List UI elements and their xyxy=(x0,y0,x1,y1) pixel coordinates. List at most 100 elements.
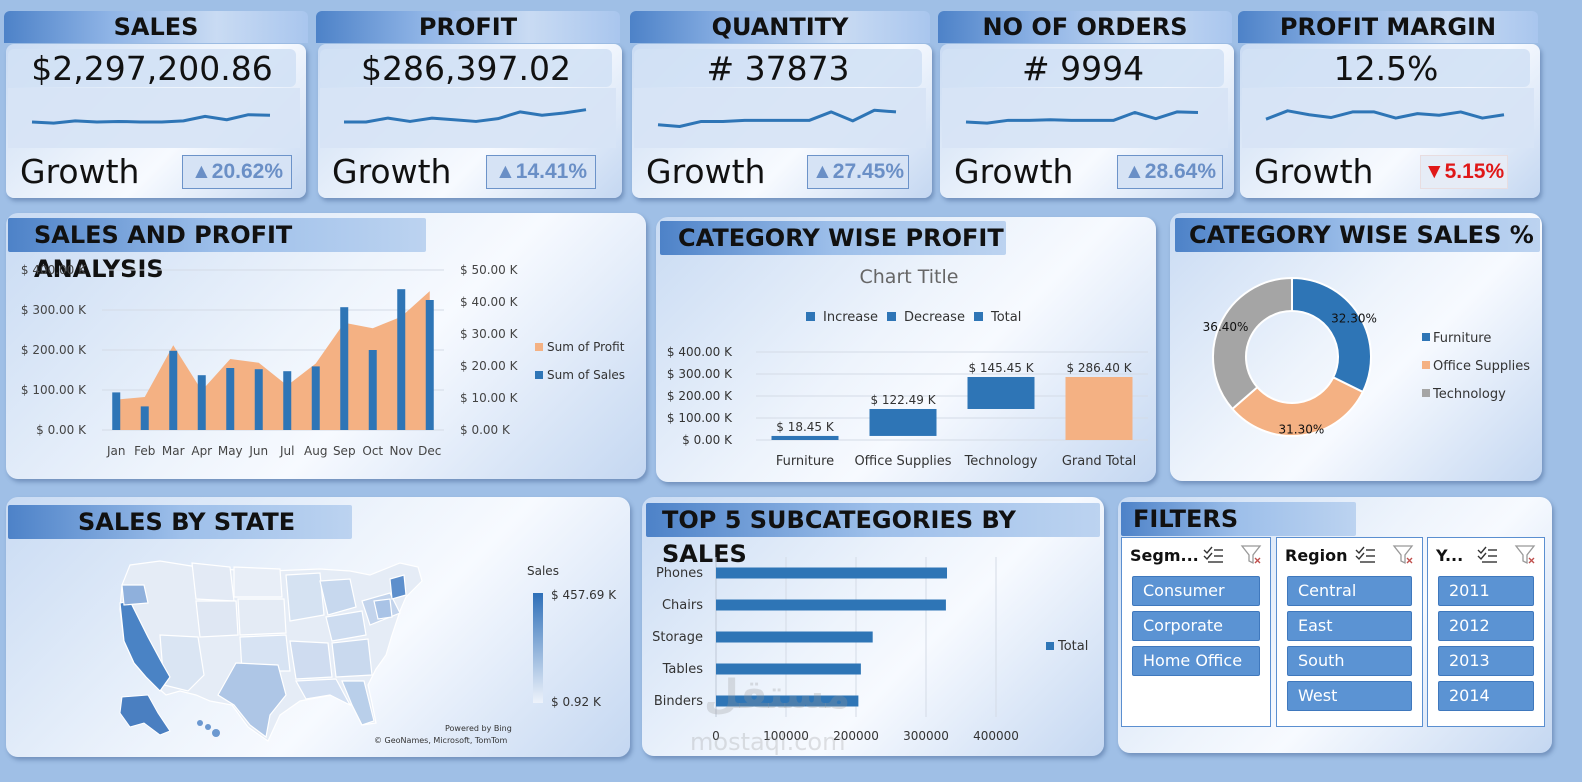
watermark-arabic: مستقل xyxy=(704,672,851,718)
legend-label: Decrease xyxy=(904,310,965,325)
kpi-title: PROFIT xyxy=(316,11,620,43)
multi-select-icon[interactable] xyxy=(1476,546,1498,569)
legend-swatch xyxy=(1046,642,1054,650)
legend-label: Furniture xyxy=(1433,331,1491,346)
month-label: Jun xyxy=(248,444,268,458)
slicer-item[interactable]: 2013 xyxy=(1438,646,1534,676)
right-axis-tick: $ 50.00 K xyxy=(460,263,519,277)
right-axis-tick: $ 20.00 K xyxy=(460,359,519,373)
subcategory-bar xyxy=(716,663,861,675)
category-label: Furniture xyxy=(776,454,834,469)
subcategory-label: Chairs xyxy=(662,598,703,613)
watermark-latin: mostaql.com xyxy=(690,728,846,756)
slice-label: 31.30% xyxy=(1278,422,1324,436)
multi-select-icon[interactable] xyxy=(1202,546,1224,569)
kpi-growth-label: Growth xyxy=(954,152,1074,191)
sales-bar xyxy=(340,307,349,430)
map-legend-min: $ 0.92 K xyxy=(551,695,601,709)
data-label: $ 286.40 K xyxy=(1066,361,1132,375)
month-label: Oct xyxy=(362,444,383,458)
subcategory-bar xyxy=(716,631,873,643)
data-label: $ 145.45 K xyxy=(968,361,1034,375)
right-axis-tick: $ 30.00 K xyxy=(460,327,519,341)
sales-bar xyxy=(197,375,206,430)
x-axis-tick: 0 xyxy=(712,729,720,743)
month-label: Nov xyxy=(390,444,413,458)
waterfall-bar xyxy=(771,435,839,440)
waterfall-bar xyxy=(869,408,937,436)
legend-swatch xyxy=(806,312,815,321)
sales-bar xyxy=(226,368,235,430)
month-label: Jul xyxy=(279,444,294,458)
map-legend-gradient xyxy=(533,593,543,703)
clear-filter-icon[interactable] xyxy=(1392,544,1416,571)
left-axis-tick: $ 200.00 K xyxy=(21,343,87,357)
category-label: Technology xyxy=(964,454,1038,469)
left-axis-tick: $ 300.00 K xyxy=(21,303,87,317)
kpi-growth-badge: ▲14.41% xyxy=(486,155,596,189)
y-axis-tick: $ 300.00 K xyxy=(667,367,733,381)
month-label: Mar xyxy=(162,444,185,458)
kpi-growth-label: Growth xyxy=(646,152,766,191)
x-axis-tick: 200000 xyxy=(833,729,879,743)
slicer-item[interactable]: Consumer xyxy=(1132,576,1260,606)
x-axis-tick: 300000 xyxy=(903,729,949,743)
sparkline-line xyxy=(965,110,1199,125)
us-map[interactable] xyxy=(100,545,440,745)
month-label: Aug xyxy=(304,444,327,458)
alaska-shape xyxy=(119,694,171,736)
sales-bar xyxy=(140,406,149,430)
y-axis-tick: $ 200.00 K xyxy=(667,389,733,403)
legend-swatch xyxy=(1422,361,1430,369)
multi-select-icon[interactable] xyxy=(1354,546,1376,569)
kpi-title: PROFIT MARGIN xyxy=(1238,11,1538,43)
clear-filter-icon[interactable] xyxy=(1240,544,1264,571)
slicer-item[interactable]: South xyxy=(1287,646,1412,676)
month-label: May xyxy=(218,444,243,458)
kpi-growth-badge: ▲20.62% xyxy=(182,155,292,189)
category-sales-chart: 32.30% 31.30% 36.40% Furniture Office Suppli… xyxy=(1203,276,1530,437)
subcategory-label: Phones xyxy=(656,566,703,581)
month-label: Feb xyxy=(134,444,155,458)
waterfall-bar xyxy=(967,376,1035,409)
kpi-value: # 9994 xyxy=(942,49,1224,88)
subcategory-bar xyxy=(716,695,859,707)
sales-bar xyxy=(368,350,377,430)
top5-card xyxy=(642,497,1104,756)
sales-bar xyxy=(425,300,434,430)
subcategory-bar xyxy=(716,567,948,579)
data-label: $ 122.49 K xyxy=(870,393,936,407)
clear-filter-icon[interactable] xyxy=(1514,544,1538,571)
kpi-value: # 37873 xyxy=(634,49,922,88)
slicer-item[interactable]: Home Office xyxy=(1132,646,1260,676)
slicer-item[interactable]: 2014 xyxy=(1438,681,1534,711)
legend-label: Total xyxy=(990,310,1021,325)
chart-title: Chart Title xyxy=(860,266,959,288)
slicer-item[interactable]: 2012 xyxy=(1438,611,1534,641)
data-label: $ 18.45 K xyxy=(776,420,835,434)
month-label: Sep xyxy=(333,444,356,458)
y-axis-tick: $ 0.00 K xyxy=(682,433,733,447)
slicer-item[interactable]: Central xyxy=(1287,576,1412,606)
slicer-item[interactable]: 2011 xyxy=(1438,576,1534,606)
kpi-sparkline-box xyxy=(1242,88,1534,148)
sales-profit-chart: $ 0.00 K $ 100.00 K $ 200.00 K $ 300.00 K $ … xyxy=(21,263,625,458)
slicer-item[interactable]: East xyxy=(1287,611,1412,641)
slicer-item[interactable]: Corporate xyxy=(1132,611,1260,641)
kpi-sparkline xyxy=(965,110,1199,125)
subcategory-bar xyxy=(716,599,946,611)
sales-profit-title: SALES AND PROFIT ANALYSIS xyxy=(8,218,426,283)
kpi-title: SALES xyxy=(4,11,308,43)
sales-bar xyxy=(311,366,320,430)
slice-label: 32.30% xyxy=(1331,311,1377,325)
kpi-growth-label: Growth xyxy=(332,152,452,191)
kpi-growth-badge: ▲27.45% xyxy=(807,155,909,189)
slicer-item[interactable]: West xyxy=(1287,681,1412,711)
subcategory-label: Binders xyxy=(654,694,703,709)
kpi-title: NO OF ORDERS xyxy=(938,11,1232,43)
category-profit-title: CATEGORY WISE PROFIT xyxy=(660,221,1006,255)
sales-bar xyxy=(112,392,121,430)
profit-area xyxy=(116,291,430,430)
category-label: Grand Total xyxy=(1062,454,1136,469)
x-axis-tick: 100000 xyxy=(763,729,809,743)
